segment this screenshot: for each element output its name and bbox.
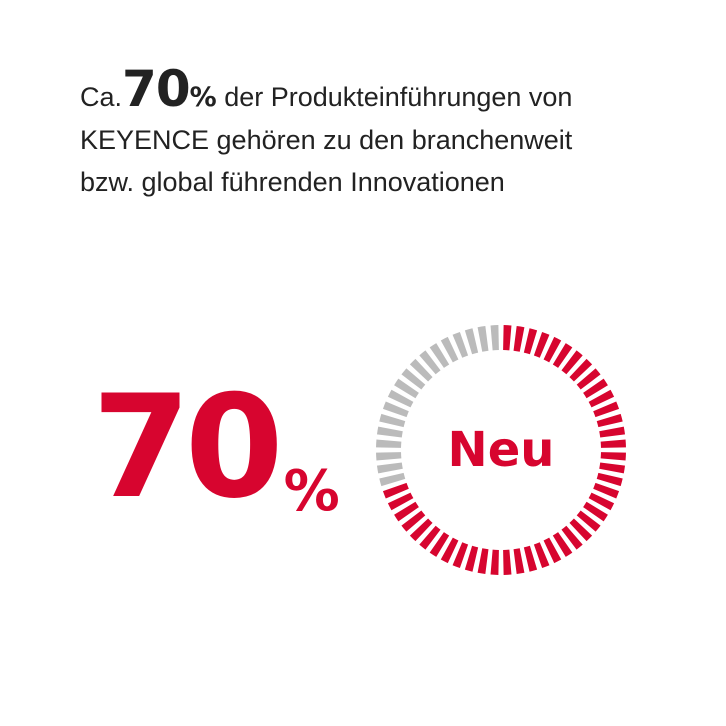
headline-number: 70 bbox=[122, 60, 191, 118]
gauge-segment-active bbox=[543, 336, 562, 363]
gauge-segment-active bbox=[419, 525, 441, 550]
gauge-segment-active bbox=[561, 350, 583, 375]
gauge-segment-active bbox=[394, 501, 419, 522]
gauge-segment-active bbox=[588, 389, 615, 408]
gauge-segment-active bbox=[387, 492, 414, 511]
gauge-segment-active bbox=[576, 510, 601, 532]
gauge-segment-active bbox=[477, 548, 489, 575]
gauge-segment-active bbox=[503, 549, 512, 575]
gauge-segment-active bbox=[600, 452, 626, 461]
gauge-segment-active bbox=[593, 401, 620, 418]
gauge-segment-inactive bbox=[379, 413, 406, 428]
gauge-segment-active bbox=[409, 518, 433, 542]
gauge-segment-active bbox=[561, 525, 583, 550]
gauge-segment-active bbox=[588, 492, 615, 511]
gauge-segment-active bbox=[596, 472, 623, 487]
gauge-segment-active bbox=[593, 482, 620, 499]
gauge-segment-inactive bbox=[379, 472, 406, 487]
gauge-segment-active bbox=[513, 548, 525, 575]
gauge-segment-active bbox=[503, 325, 512, 351]
gauge-segment-active bbox=[523, 545, 538, 572]
gauge-segment-active bbox=[600, 439, 626, 448]
gauge-segment-inactive bbox=[419, 350, 441, 375]
headline-line-2: KEYENCE gehören zu den branchenweit bbox=[80, 125, 573, 155]
stat-figure: 70% bbox=[92, 368, 340, 528]
gauge-segment-inactive bbox=[376, 462, 403, 474]
stat-number: 70 bbox=[92, 365, 284, 530]
gauge-segment-active bbox=[583, 378, 608, 399]
gauge-segment-active bbox=[576, 368, 601, 390]
gauge-segment-active bbox=[552, 532, 573, 557]
headline-prefix: Ca. bbox=[80, 82, 123, 112]
gauge-segment-active bbox=[596, 413, 623, 428]
headline-line-3: bzw. global führenden Innovationen bbox=[80, 167, 505, 197]
gauge-segment-active bbox=[569, 358, 593, 382]
gauge-segment-active bbox=[599, 426, 626, 438]
gauge-segment-active bbox=[552, 343, 573, 368]
gauge-segment-active bbox=[464, 545, 479, 572]
gauge-segment-inactive bbox=[376, 426, 403, 438]
gauge-segment-inactive bbox=[376, 439, 402, 448]
gauge-segment-active bbox=[513, 325, 525, 352]
gauge-label: Neu bbox=[447, 422, 555, 478]
gauge-segment-inactive bbox=[409, 358, 433, 382]
headline-line-1-rest: der Produkteinführungen von bbox=[216, 82, 573, 112]
gauge-segment-active bbox=[429, 532, 450, 557]
gauge-segment-inactive bbox=[452, 331, 469, 358]
gauge-segment-active bbox=[401, 510, 426, 532]
gauge-segment-active bbox=[583, 501, 608, 522]
gauge-segment-inactive bbox=[382, 401, 409, 418]
gauge-segment-active bbox=[382, 482, 409, 499]
gauge-segment-active bbox=[543, 537, 562, 564]
gauge-segment-inactive bbox=[376, 452, 402, 461]
stat-unit: % bbox=[283, 459, 340, 524]
gauge-segment-active bbox=[533, 542, 550, 569]
gauge-segment-active bbox=[440, 537, 459, 564]
headline-percent: % bbox=[189, 82, 217, 113]
headline-line-1: Ca.70% der Produkteinführungen von bbox=[80, 64, 680, 119]
gauge-segment-inactive bbox=[477, 325, 489, 352]
gauge-segment-active bbox=[452, 542, 469, 569]
gauge-segment-active bbox=[490, 549, 499, 575]
headline: Ca.70% der Produkteinführungen von KEYEN… bbox=[80, 64, 680, 203]
gauge-segment-inactive bbox=[490, 325, 499, 351]
gauge-segment-inactive bbox=[387, 389, 414, 408]
gauge-segment-active bbox=[533, 331, 550, 358]
gauge-segment-active bbox=[523, 328, 538, 355]
gauge-segment-active bbox=[599, 462, 626, 474]
gauge-segment-inactive bbox=[394, 378, 419, 399]
gauge-segment-inactive bbox=[401, 368, 426, 390]
gauge-segment-active bbox=[569, 518, 593, 542]
gauge-segment-inactive bbox=[464, 328, 479, 355]
gauge-segment-inactive bbox=[440, 336, 459, 363]
gauge-segment-inactive bbox=[429, 343, 450, 368]
segment-gauge: Neu bbox=[373, 322, 629, 578]
segment-gauge-svg bbox=[376, 325, 626, 575]
